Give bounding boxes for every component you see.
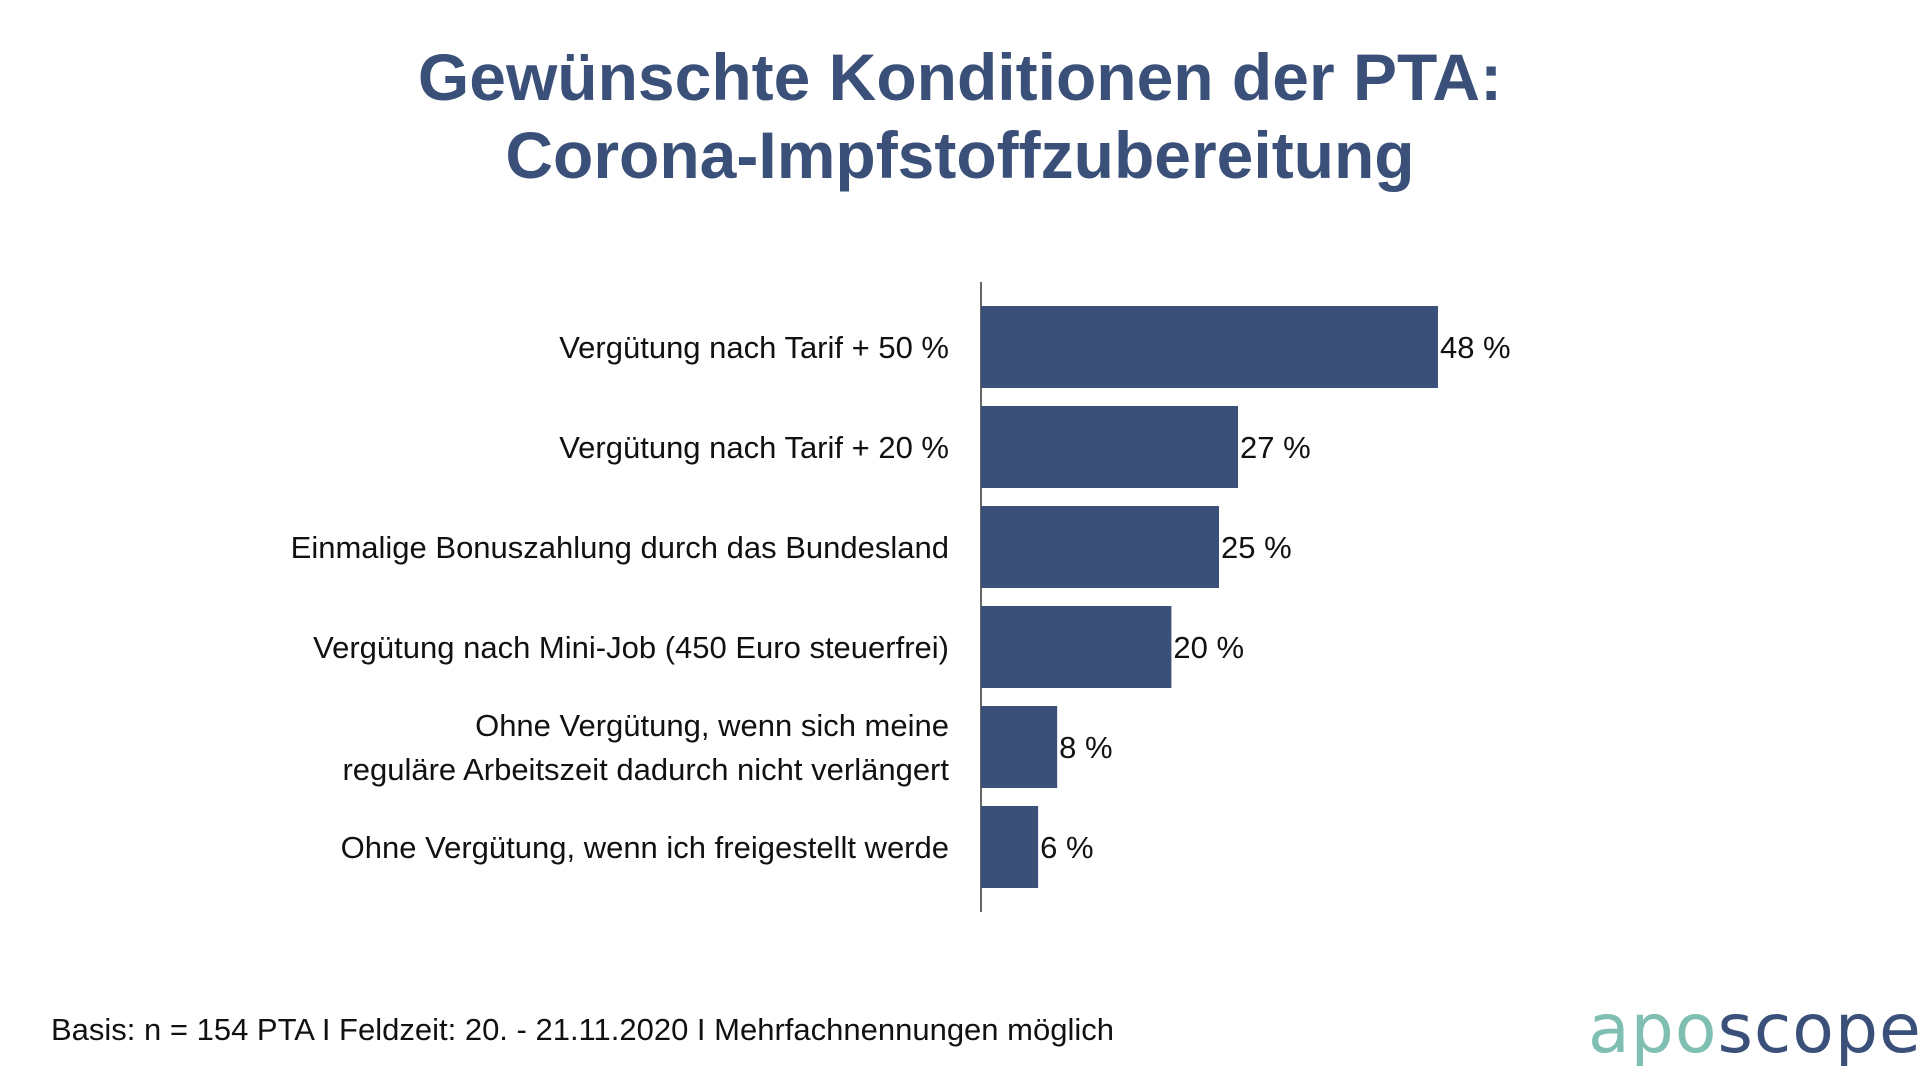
chart-title-line2: Corona-Impfstoffzubereitung [505,118,1415,192]
category-label: Vergütung nach Tarif + 20 % [559,430,949,465]
bar-value-label: 25 % [1221,530,1292,565]
category-label: Ohne Vergütung, wenn sich meine [475,708,949,743]
bar-value-label: 20 % [1173,630,1244,665]
bar [981,306,1438,388]
category-label: Einmalige Bonuszahlung durch das Bundesl… [291,530,949,565]
category-label: Ohne Vergütung, wenn ich freigestellt we… [341,830,949,865]
bar [981,506,1219,588]
bar-value-label: 27 % [1240,430,1311,465]
category-label: Vergütung nach Tarif + 50 % [559,330,949,365]
footnote: Basis: n = 154 PTA I Feldzeit: 20. - 21.… [51,1012,1114,1047]
bar [981,706,1058,788]
bar-value-label: 48 % [1440,330,1511,365]
bar-value-label: 8 % [1059,730,1112,765]
bar-chart: 48 % Vergütung nach Tarif + 50 % 27 % Vergü… [291,282,1511,912]
bar [981,406,1239,488]
bar [981,606,1172,688]
bar [981,806,1039,888]
bar-value-label: 6 % [1040,830,1093,865]
chart-title-line1: Gewünschte Konditionen der PTA: [417,40,1503,114]
logo-part-apo: apo [1588,990,1718,1069]
logo-part-scope: scope [1717,990,1920,1069]
category-label: Vergütung nach Mini-Job (450 Euro steuer… [313,630,949,665]
aposcope-logo: aposcope [1588,990,1920,1069]
category-label: reguläre Arbeitszeit dadurch nicht verlä… [342,752,949,787]
